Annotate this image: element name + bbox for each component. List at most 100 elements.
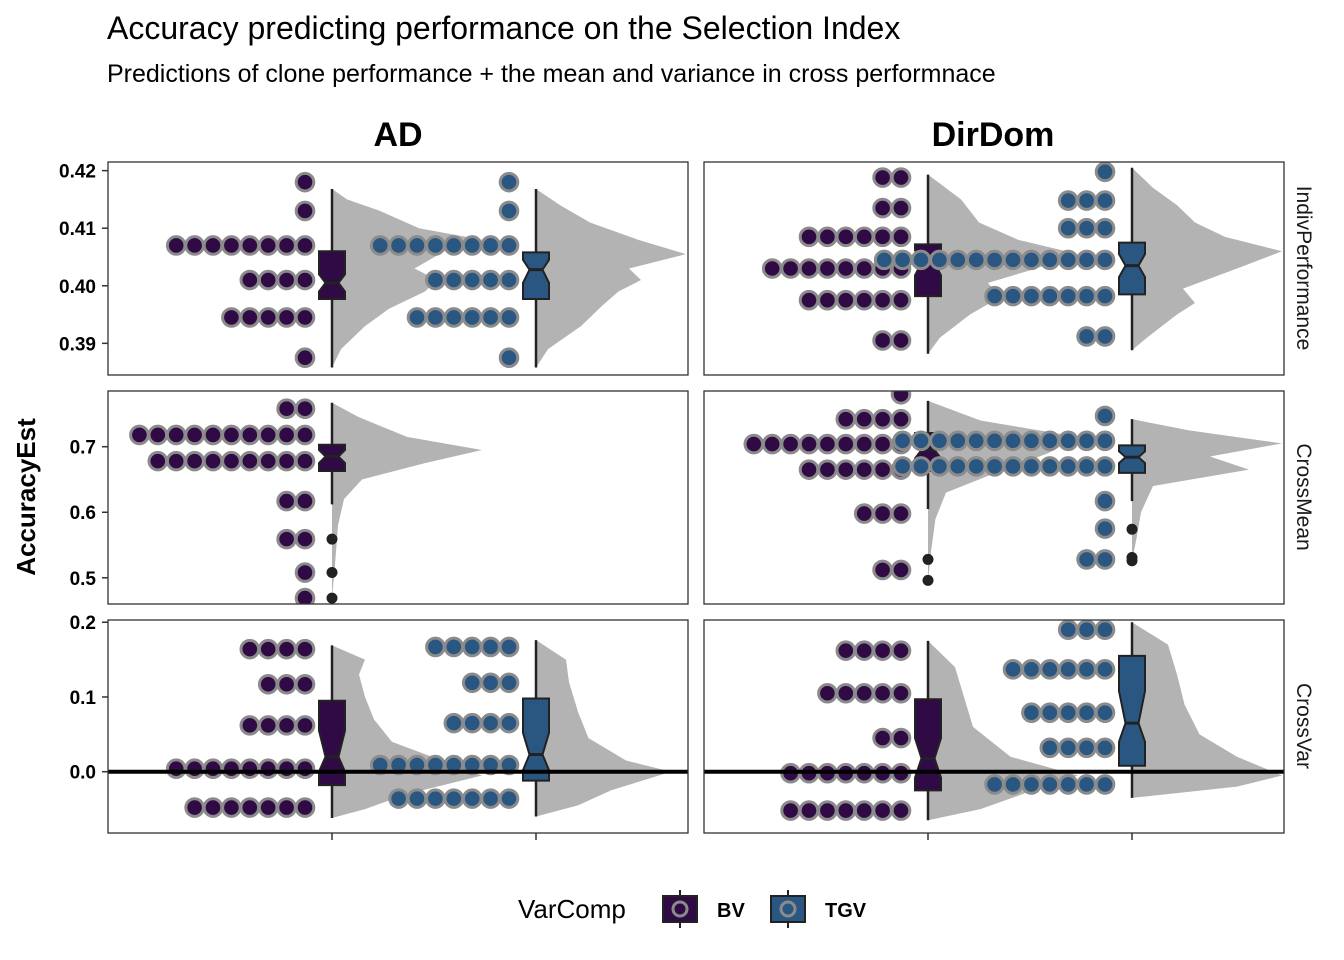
- dot: [276, 424, 297, 446]
- series-tgv: [369, 171, 686, 369]
- dot: [498, 712, 520, 734]
- dot: [480, 672, 501, 694]
- dot: [443, 307, 465, 328]
- boxplot-box: [318, 699, 346, 787]
- dot: [853, 226, 875, 248]
- dot: [780, 800, 801, 821]
- violin-bv: [928, 640, 1078, 821]
- y-axis-title: AccuracyEst: [11, 418, 41, 576]
- dot: [835, 459, 857, 480]
- dot: [257, 269, 279, 291]
- dot: [1002, 456, 1024, 477]
- dot: [498, 347, 520, 369]
- dot: [890, 640, 912, 661]
- series-bv: [165, 171, 482, 369]
- panel-plot-area: [761, 162, 1282, 354]
- dot: [498, 672, 520, 694]
- dot: [498, 235, 520, 256]
- dot: [872, 408, 893, 430]
- dot: [276, 715, 297, 736]
- panel-border: [703, 161, 1285, 376]
- dot: [276, 307, 297, 328]
- dot: [1076, 326, 1097, 347]
- dot: [780, 258, 801, 279]
- facet-row-label-crossmean: CrossMean: [1292, 443, 1315, 550]
- chart-title: Accuracy predicting performance on the S…: [107, 10, 900, 46]
- dot: [890, 226, 912, 248]
- dot: [872, 167, 893, 188]
- dot: [890, 408, 912, 430]
- dot: [480, 307, 501, 328]
- dot: [1094, 490, 1116, 512]
- dot: [890, 197, 912, 219]
- dot: [1076, 620, 1097, 641]
- dot: [984, 774, 1005, 795]
- dot: [480, 636, 501, 658]
- boxplot-outlier: [922, 553, 934, 565]
- dot: [443, 636, 465, 658]
- dot: [1094, 737, 1116, 759]
- dot: [892, 456, 913, 477]
- dot: [817, 258, 838, 279]
- dot: [388, 235, 409, 256]
- dot: [1057, 774, 1079, 795]
- y-tick-label: 0.5: [70, 569, 97, 590]
- dot: [165, 424, 187, 446]
- dot: [872, 800, 893, 821]
- facet-row-label-crossvar: CrossVar: [1292, 683, 1315, 769]
- dot: [425, 269, 446, 291]
- boxplot-box: [914, 698, 942, 792]
- dot: [780, 433, 801, 455]
- dot: [1094, 249, 1116, 271]
- series-tgv: [984, 620, 1282, 798]
- dot: [294, 528, 316, 550]
- dot: [1002, 659, 1024, 680]
- panel-plot-area: [165, 171, 686, 369]
- dot: [1057, 620, 1079, 641]
- facet-panels: 0.39 0.40 0.41 0.42 0.5 0.6 0.7 0.0 0.1 0.2: [59, 161, 1285, 840]
- dot: [202, 450, 224, 472]
- dot: [498, 269, 520, 291]
- violin-tgv: [536, 189, 686, 368]
- panel-plot-area: [743, 391, 1282, 586]
- dot: [890, 559, 912, 581]
- legend-swatch-bv: [662, 895, 698, 923]
- dot: [184, 450, 205, 472]
- dot: [294, 490, 316, 512]
- dot: [221, 235, 242, 256]
- boxplot-box: [522, 697, 550, 782]
- dot: [1076, 285, 1097, 307]
- dot: [369, 754, 391, 776]
- y-tick-label: 0.40: [59, 277, 96, 298]
- dot: [1021, 774, 1042, 795]
- dot: [276, 528, 297, 550]
- dot: [853, 408, 875, 430]
- dot: [147, 450, 169, 472]
- dot: [276, 450, 297, 472]
- boxplot-box: [1118, 654, 1146, 767]
- dot: [947, 249, 969, 271]
- dot: [890, 167, 912, 188]
- dot: [425, 307, 446, 328]
- dot: [890, 800, 912, 821]
- dot: [221, 307, 242, 328]
- dot: [1076, 190, 1097, 211]
- dot: [461, 788, 483, 809]
- dot: [202, 424, 224, 446]
- dot: [184, 235, 205, 256]
- dot: [239, 715, 261, 736]
- legend-key-tgv: [770, 890, 806, 928]
- dot: [1002, 285, 1024, 307]
- dot: [165, 235, 187, 256]
- dot: [461, 672, 483, 694]
- panel-dirdom-crossmean: [703, 390, 1285, 605]
- dot: [425, 788, 446, 809]
- dot: [890, 391, 912, 405]
- dot: [498, 307, 520, 328]
- dot: [129, 424, 150, 446]
- dot: [1076, 217, 1097, 239]
- dot: [239, 269, 261, 291]
- dot: [369, 235, 391, 256]
- legend-dot-tgv: [779, 900, 797, 918]
- panel-border: [107, 619, 689, 834]
